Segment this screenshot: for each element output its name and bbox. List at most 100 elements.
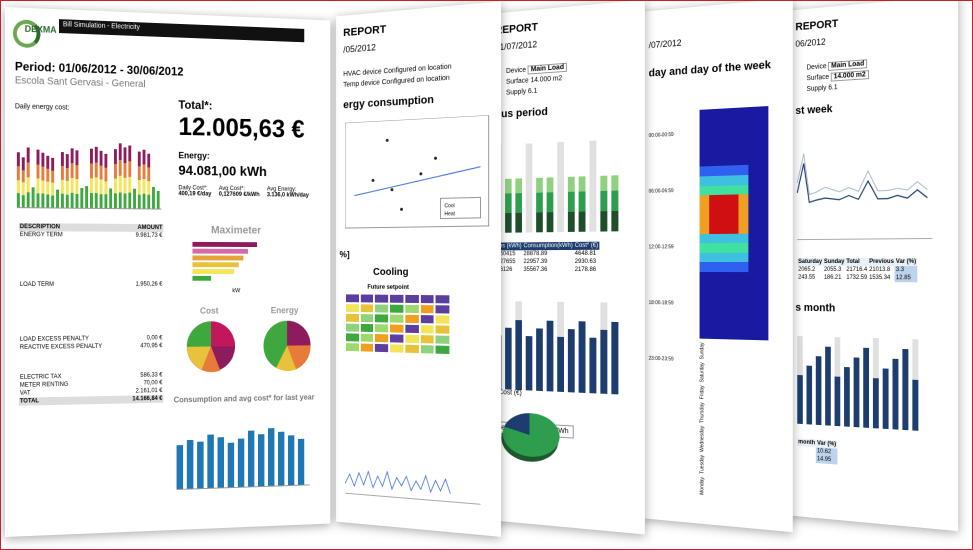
cooling-cell [389,314,404,324]
cooling-cell [374,333,389,343]
chart-bar [95,147,98,162]
heatmap-cell [729,272,739,282]
week-table: Saturday Sunday Total Previous Var (%) 2065.… [797,258,917,282]
heatmap-cell [758,165,768,175]
chart-bar [76,165,79,179]
period-table: Cons (kWh) Consumption(kWh) Cost* (€) 0.16… [491,242,599,274]
cooling-cell [360,333,375,343]
cooling-cell [404,304,419,314]
chart-bar [90,149,93,164]
day-axis: Monday Tuesday Wednesday Thursday Friday Satu… [700,343,706,495]
chart-bar [902,349,908,430]
heatmap-cell [758,126,768,136]
chart-bar [90,178,93,193]
chart-bar [143,150,146,165]
cooling-cell [374,343,389,353]
time-axis: 00:00-00:59 06:00-06:59 12:00-12:59 18:00-1… [649,107,674,388]
heatmap-cell [729,233,739,243]
heatmap-cell [729,108,739,118]
chart-bar [515,178,522,193]
cooling-cell [419,334,434,344]
heatmap-cell [758,321,768,331]
heatmap-cell [729,156,739,166]
heatmap-cell [748,262,758,272]
maximeter-bars [192,240,257,283]
heatmap-cell [700,138,710,148]
heatmap-cell [709,118,719,128]
chart-bar [187,440,194,489]
cost-pie-chart [497,399,563,472]
chart-bar [797,375,803,424]
heatmap-cell [729,282,739,292]
chart-bar [197,442,204,489]
chart-bar [579,176,586,191]
heatmap-cell [748,146,758,156]
info-block: Device Main Load Surface 14.000 m2 Suppl… [506,62,567,99]
chart-bar [863,348,869,428]
chart-bar [104,181,107,195]
chart-bar [71,178,74,193]
heatmap-cell [719,205,729,215]
heatmap-cell [719,320,729,330]
info-block: HVAC device Configured on location Temp … [343,61,451,90]
heatmap-cell [729,310,739,320]
cooling-cell [389,294,404,304]
heatmap-cell [738,117,748,127]
chart-bar [56,190,59,208]
heatmap-cell [709,138,719,148]
heatmap-cell [729,175,739,185]
chart-bar [66,154,69,167]
heatmap-cell [738,185,748,195]
chart-bar [536,193,543,213]
chart-bar [119,192,122,208]
heatmap-cell [709,234,719,244]
chart-bar [600,176,607,191]
chart-bar [816,356,822,425]
chart-bar [124,147,127,162]
chart-bar [568,329,575,392]
section-week-title: st week [795,103,832,117]
chart-bar [854,357,860,427]
chart-bar [51,158,54,170]
heatmap-cell [729,224,739,234]
report-date: /05/2012 [343,42,376,54]
chart-bar [835,377,841,427]
chart-bar [278,432,284,486]
cooling-cell [345,332,360,342]
chart-bar [844,367,850,427]
maximeter-title: Maximeter [211,225,261,237]
heatmap-cell [729,137,739,147]
heatmap-cell [700,176,710,186]
section-month-title: s month [795,302,835,314]
chart-bar [41,166,44,180]
heatmap-cell [748,116,758,126]
heatmap-cell [709,243,719,253]
chart-bar [46,156,49,169]
heatmap-cell [700,300,710,310]
heatmap-cell [748,194,758,204]
heatmap-cell [729,117,739,127]
chart-bar [61,166,64,180]
heatmap-cell [748,243,758,253]
heatmap-cell [719,291,729,301]
heatmap-cell [758,174,768,184]
chart-bar [114,149,117,164]
heatmap-cell [700,205,710,215]
heatmap-cell [729,301,739,311]
chart-bar [600,330,607,394]
chart-bar [124,178,127,193]
heatmap-cell [719,108,729,118]
section-title: ergy consumption [343,94,434,111]
heatmap-cell [738,233,748,243]
chart-bar [114,164,117,179]
chart-bar [526,143,533,232]
chart-bar [37,150,40,164]
heatmap-cell [719,243,729,253]
chart-bar [80,188,83,208]
chart-bar [536,178,543,193]
heatmap-cell [700,234,710,244]
cooling-grid [345,293,450,355]
chart-bar [22,195,25,207]
cooling-cell [374,303,389,313]
chart-bar [883,368,889,429]
